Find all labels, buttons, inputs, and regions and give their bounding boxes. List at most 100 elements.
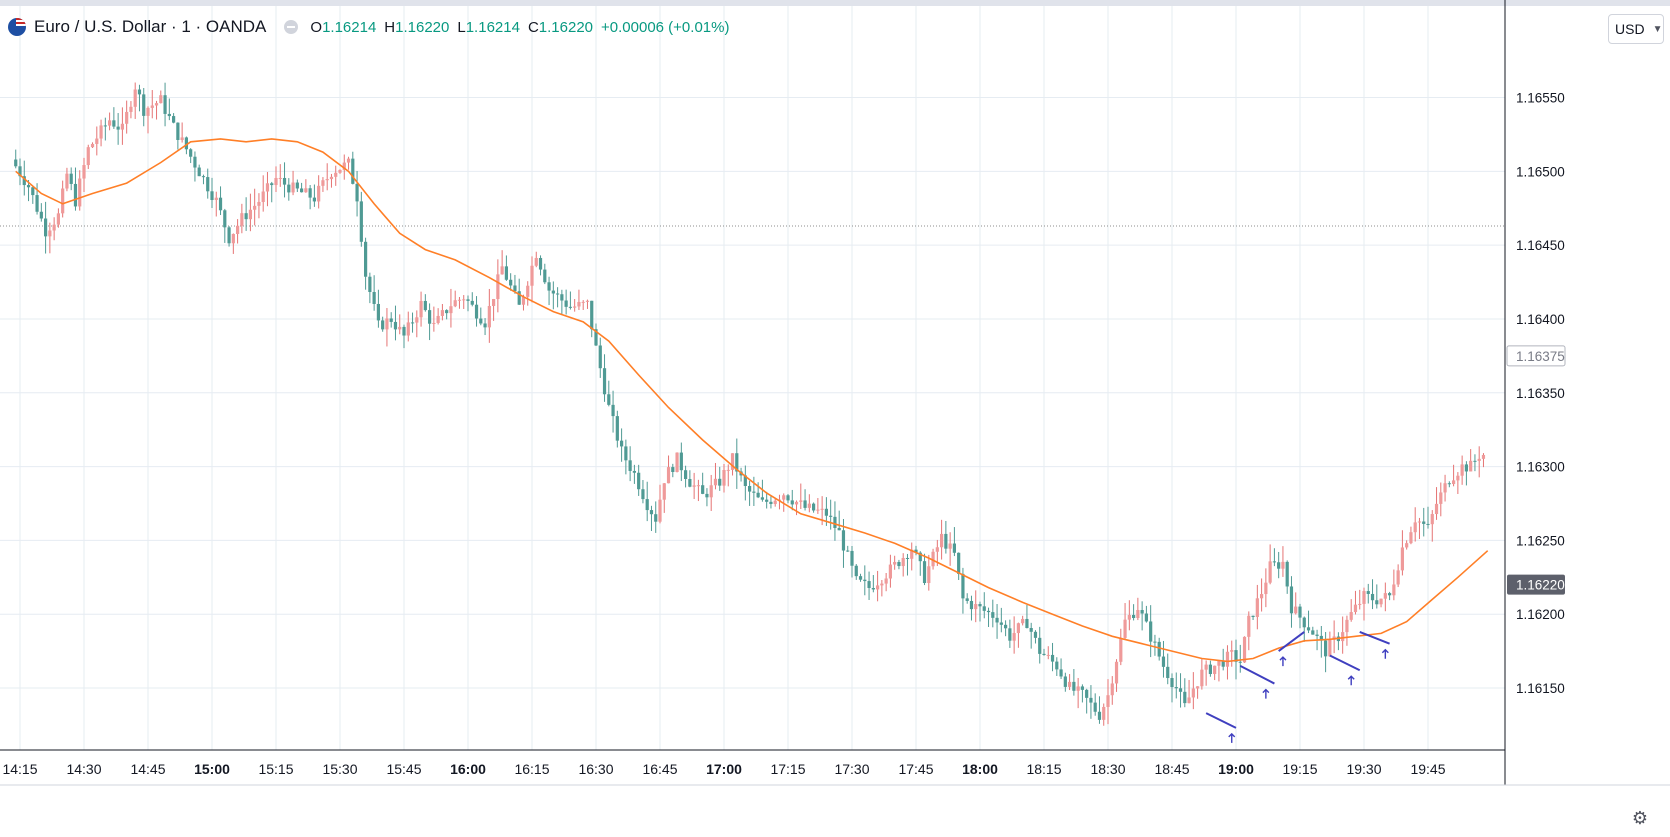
candle-body	[35, 195, 39, 212]
candle-body	[1055, 661, 1059, 670]
trend-line	[1205, 712, 1237, 729]
candle-body	[1166, 666, 1170, 679]
candle-body	[658, 499, 662, 522]
candle-body	[376, 303, 380, 321]
time-tick-label: 19:45	[1410, 761, 1445, 777]
candle-body	[214, 197, 218, 201]
candle-body	[1059, 669, 1063, 677]
candle-body	[769, 501, 773, 505]
drawing-annotations[interactable]	[1205, 630, 1390, 743]
candle-body	[1452, 480, 1456, 485]
candle-body	[48, 230, 52, 237]
candle-body	[713, 478, 718, 486]
candle-body	[265, 183, 270, 192]
candle-body	[410, 322, 415, 324]
settings-icon[interactable]: ⚙	[1631, 808, 1649, 828]
top-strip	[0, 0, 1670, 6]
time-tick-label: 17:00	[706, 761, 742, 777]
candle-body	[1388, 593, 1392, 596]
candle-body	[1409, 532, 1413, 544]
candle-body	[240, 213, 244, 226]
candle-body	[1417, 521, 1422, 523]
candle-body	[73, 183, 78, 207]
candle-body	[1400, 547, 1404, 571]
candle-body	[1102, 706, 1106, 720]
trend-line	[1329, 654, 1361, 672]
candle-body	[129, 106, 133, 112]
candle-body	[372, 291, 376, 304]
currency-select[interactable]: USD ▼	[1608, 14, 1664, 44]
candle-body	[577, 301, 581, 307]
time-tick-label: 17:15	[770, 761, 805, 777]
candle-body	[884, 578, 888, 584]
candle-body	[1247, 615, 1251, 637]
candle-body	[1255, 598, 1259, 617]
time-tick-label: 15:00	[194, 761, 230, 777]
market-status-icon[interactable]	[284, 20, 299, 34]
moving-average-line	[15, 138, 1489, 663]
time-axis[interactable]: 14:15 14:30 14:45 15:00 15:15 15:30 15:45 16:00…	[0, 749, 1670, 786]
candle-body	[1178, 688, 1183, 692]
candle-body	[534, 257, 538, 266]
candle-body	[355, 183, 359, 202]
candle-body	[910, 549, 914, 559]
candle-body	[820, 508, 824, 510]
candle-body	[1008, 628, 1012, 641]
candle-body	[598, 345, 602, 369]
candle-body	[940, 533, 944, 548]
candle-body	[445, 310, 449, 314]
candle-body	[803, 500, 807, 508]
price-tick-label: 1.16550	[1516, 91, 1565, 106]
candle-body	[1080, 686, 1084, 690]
candle-body	[1456, 475, 1460, 481]
candle-body	[1353, 604, 1358, 613]
candle-body	[402, 326, 406, 336]
candle-body	[39, 211, 43, 219]
price-axis[interactable]: 1.16550 1.16500 1.16450 1.16400 1.16350 1.163…	[1504, 0, 1566, 785]
candle-body	[52, 224, 56, 231]
candle-body	[1272, 561, 1276, 563]
candle-body	[428, 310, 432, 324]
candle-body	[978, 604, 982, 607]
candle-body	[381, 320, 385, 330]
candle-body	[620, 440, 624, 447]
candle-body	[248, 209, 252, 220]
symbol-title[interactable]: Euro / U.S. Dollar · 1 · OANDA	[34, 17, 267, 36]
candle-body	[69, 173, 73, 184]
candle-body	[752, 491, 756, 493]
candle-body	[999, 622, 1003, 625]
candle-body	[1383, 593, 1387, 599]
candle-body	[1012, 633, 1016, 641]
candle-body	[782, 495, 786, 500]
candle-body	[223, 210, 227, 228]
candle-body	[1268, 561, 1272, 583]
candle-body	[1469, 460, 1473, 472]
candle-body	[666, 467, 671, 484]
candle-body	[22, 176, 26, 186]
candle-body	[1260, 594, 1264, 599]
trend-line	[1239, 664, 1275, 685]
candle-body	[530, 265, 534, 286]
candle-body	[1264, 582, 1268, 595]
candle-body	[581, 301, 585, 303]
candle-body	[538, 257, 543, 270]
candle-body	[696, 485, 700, 487]
candle-body	[236, 225, 240, 234]
candle-body	[1328, 639, 1332, 657]
candle-body	[995, 617, 999, 623]
candle-body	[1140, 610, 1144, 614]
candle-body	[1025, 618, 1029, 629]
candle-body	[457, 299, 462, 301]
candle-body	[359, 201, 363, 242]
candle-body	[1200, 669, 1204, 687]
candle-body	[1063, 676, 1067, 687]
candle-body	[1426, 523, 1430, 525]
candle-body	[44, 218, 48, 237]
candle-body	[496, 274, 500, 300]
candle-body	[487, 305, 491, 328]
candle-body	[26, 185, 31, 188]
candle-body	[1285, 561, 1289, 587]
candle-body	[1119, 637, 1123, 662]
candle-body	[1225, 651, 1230, 667]
